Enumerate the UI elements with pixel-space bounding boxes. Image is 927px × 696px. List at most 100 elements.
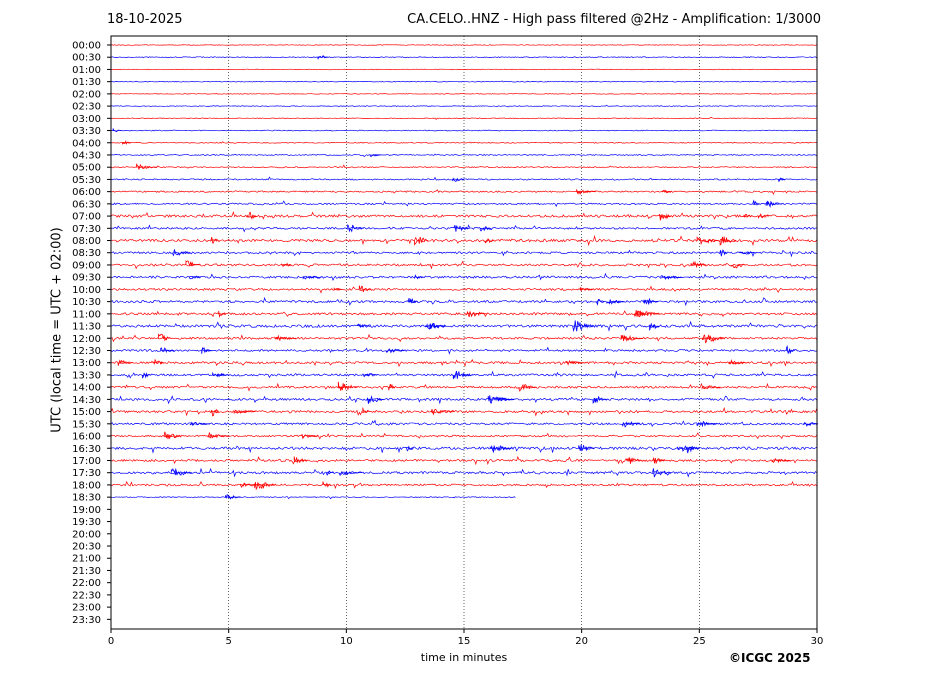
trace-event xyxy=(576,189,596,195)
trace-event xyxy=(662,189,672,194)
trace-event xyxy=(357,323,371,328)
y-tick-label: 04:00 xyxy=(72,138,101,149)
trace-event xyxy=(246,211,257,220)
trace-event xyxy=(117,359,134,366)
trace-event xyxy=(596,299,605,306)
trace-event xyxy=(701,334,725,344)
y-tick-label: 23:00 xyxy=(72,603,101,614)
trace-event xyxy=(685,446,696,454)
y-tick-label: 05:00 xyxy=(72,163,101,174)
trace-event xyxy=(765,200,783,208)
trace-event xyxy=(579,287,594,292)
trace-event xyxy=(690,260,707,269)
trace-line xyxy=(110,419,817,428)
trace-line xyxy=(110,116,817,121)
trace-event xyxy=(606,299,625,305)
trace-event xyxy=(170,467,193,476)
y-tick-label: 14:00 xyxy=(72,383,101,394)
y-tick-label: 22:00 xyxy=(72,578,101,589)
y-tick-label: 21:00 xyxy=(72,554,101,565)
trace-event xyxy=(758,213,769,219)
trace-event xyxy=(643,297,659,305)
trace-event xyxy=(136,163,157,170)
y-tick-label: 19:30 xyxy=(72,517,101,528)
grid-lines xyxy=(228,36,700,629)
y-tick-label: 02:30 xyxy=(72,102,101,113)
y-tick-label: 10:00 xyxy=(72,285,101,296)
trace-event xyxy=(201,347,213,354)
trace-event xyxy=(188,275,201,280)
trace-line xyxy=(110,189,817,196)
trace-event xyxy=(696,420,717,428)
trace-event xyxy=(572,320,595,333)
y-tick-label: 05:30 xyxy=(72,175,101,186)
trace-line xyxy=(110,176,817,181)
trace-event xyxy=(225,494,241,500)
y-tick-label: 02:00 xyxy=(72,89,101,100)
trace-line xyxy=(110,395,817,405)
y-tick-label: 07:30 xyxy=(72,224,101,235)
chart-title: CA.CELO..HNZ - High pass filtered @2Hz -… xyxy=(407,12,821,27)
trace-line xyxy=(110,260,817,270)
y-tick-label: 20:30 xyxy=(72,542,101,553)
chart-date: 18-10-2025 xyxy=(107,12,183,27)
trace-event xyxy=(212,372,230,378)
x-tick-label-25: 25 xyxy=(693,636,706,647)
y-tick-label: 01:00 xyxy=(72,65,101,76)
y-tick-label: 23:30 xyxy=(72,615,101,626)
trace-event xyxy=(578,444,595,452)
trace-line xyxy=(110,93,817,95)
trace-event xyxy=(803,422,819,427)
y-tick-label: 11:00 xyxy=(72,309,101,320)
trace-event xyxy=(518,384,537,392)
trace-event xyxy=(369,153,382,157)
trace-event xyxy=(358,285,372,293)
trace-event xyxy=(207,433,230,439)
trace-line xyxy=(110,164,817,169)
trace-event xyxy=(112,128,122,133)
trace-event xyxy=(566,360,587,366)
trace-event xyxy=(659,213,671,221)
trace-line xyxy=(110,496,516,500)
trace-event xyxy=(414,236,429,246)
trace-line xyxy=(110,272,817,281)
trace-event xyxy=(301,433,319,440)
x-tick-label-15: 15 xyxy=(458,636,471,647)
y-tick-label: 16:00 xyxy=(72,432,101,443)
trace-event xyxy=(322,481,331,488)
trace-event xyxy=(592,396,607,404)
y-tick-label: 09:00 xyxy=(72,260,101,271)
y-tick-label: 18:00 xyxy=(72,480,101,491)
y-tick-label: 04:30 xyxy=(72,150,101,161)
trace-event xyxy=(649,322,660,331)
trace-event xyxy=(333,287,343,291)
trace-line xyxy=(110,455,817,466)
trace-event xyxy=(185,260,200,267)
trace-event xyxy=(719,236,737,246)
y-tick-label: 00:30 xyxy=(72,53,101,64)
y-tick-label: 09:30 xyxy=(72,273,101,284)
trace-line xyxy=(110,296,817,307)
x-tick-label-20: 20 xyxy=(575,636,588,647)
trace-line xyxy=(110,467,817,478)
y-tick-label: 19:00 xyxy=(72,505,101,516)
trace-line xyxy=(110,320,817,332)
trace-event xyxy=(430,408,454,416)
trace-event xyxy=(281,262,292,267)
y-tick-label: 08:00 xyxy=(72,236,101,247)
trace-event xyxy=(122,140,131,145)
trace-event xyxy=(497,396,515,402)
trace-event xyxy=(386,348,405,354)
y-tick-label: 21:30 xyxy=(72,566,101,577)
trace-line xyxy=(110,333,817,343)
trace-event xyxy=(142,372,151,379)
y-tick-label: 08:30 xyxy=(72,248,101,259)
trace-event xyxy=(620,334,643,342)
y-tick-label: 03:30 xyxy=(72,126,101,137)
trace-event xyxy=(743,213,752,218)
y-tick-label: 15:30 xyxy=(72,419,101,430)
trace-event xyxy=(210,409,220,417)
trace-event xyxy=(739,251,757,255)
trace-line xyxy=(110,234,817,247)
